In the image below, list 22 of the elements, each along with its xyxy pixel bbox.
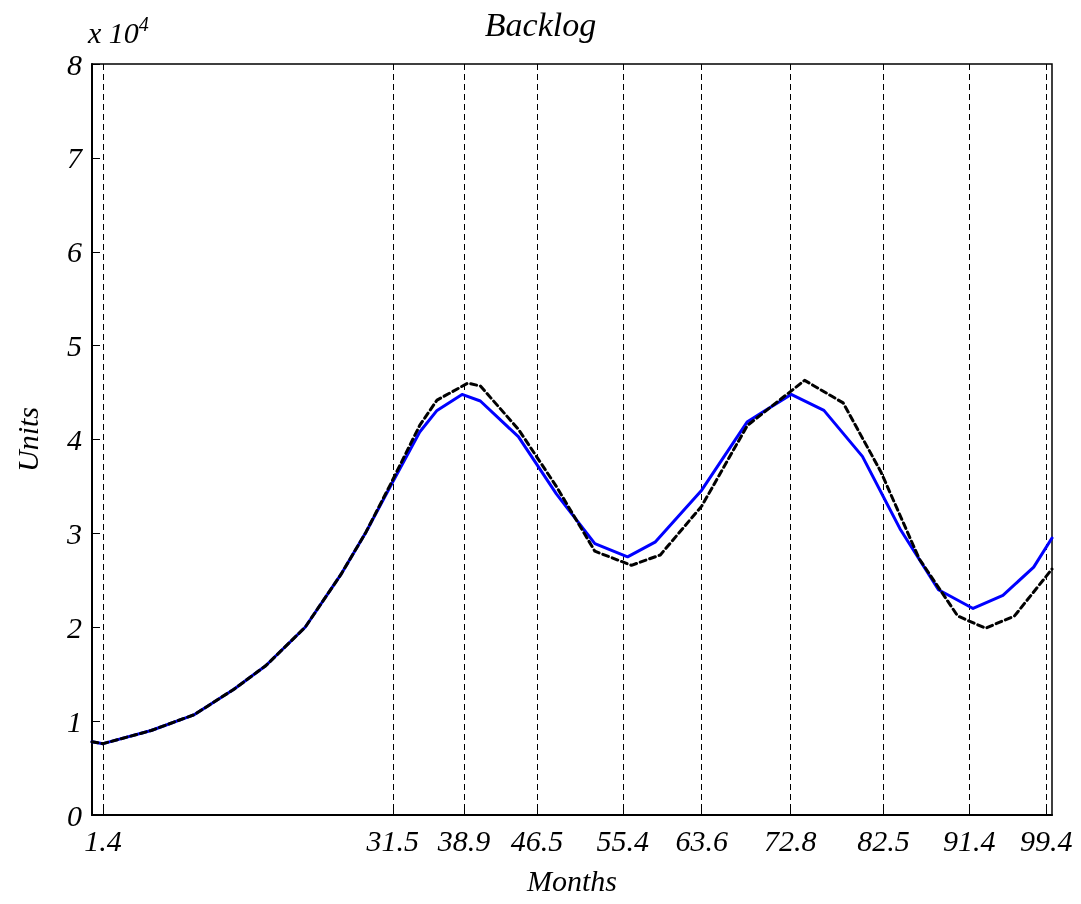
x-tick-label: 31.5 bbox=[365, 823, 419, 857]
y-tick-label: 0 bbox=[67, 798, 82, 832]
y-tick-label: 4 bbox=[67, 423, 82, 456]
x-tick-label: 91.4 bbox=[942, 823, 996, 857]
y-tick-label: 8 bbox=[67, 47, 82, 81]
y-tick-label: 3 bbox=[66, 516, 82, 550]
x-tick-label: 99.4 bbox=[1019, 823, 1073, 857]
y-tick-label: 7 bbox=[67, 141, 84, 175]
x-tick-label: 82.5 bbox=[857, 823, 910, 857]
x-tick-label: 1.4 bbox=[84, 823, 122, 857]
y-tick-label: 6 bbox=[67, 235, 82, 269]
y-axis-title: Units bbox=[10, 406, 44, 473]
y-tick-label: 2 bbox=[67, 610, 82, 644]
x-tick-label: 63.6 bbox=[675, 823, 728, 857]
x-tick-label: 72.8 bbox=[763, 823, 817, 857]
x-tick-label: 55.4 bbox=[596, 823, 650, 857]
y-tick-label: 5 bbox=[67, 329, 82, 363]
y-tick-label: 1 bbox=[67, 704, 82, 738]
chart-title: Backlog bbox=[484, 5, 597, 43]
x-tick-label: 38.9 bbox=[436, 823, 491, 857]
x-axis-title: Months bbox=[526, 863, 617, 897]
x-tick-label: 46.5 bbox=[510, 823, 564, 857]
